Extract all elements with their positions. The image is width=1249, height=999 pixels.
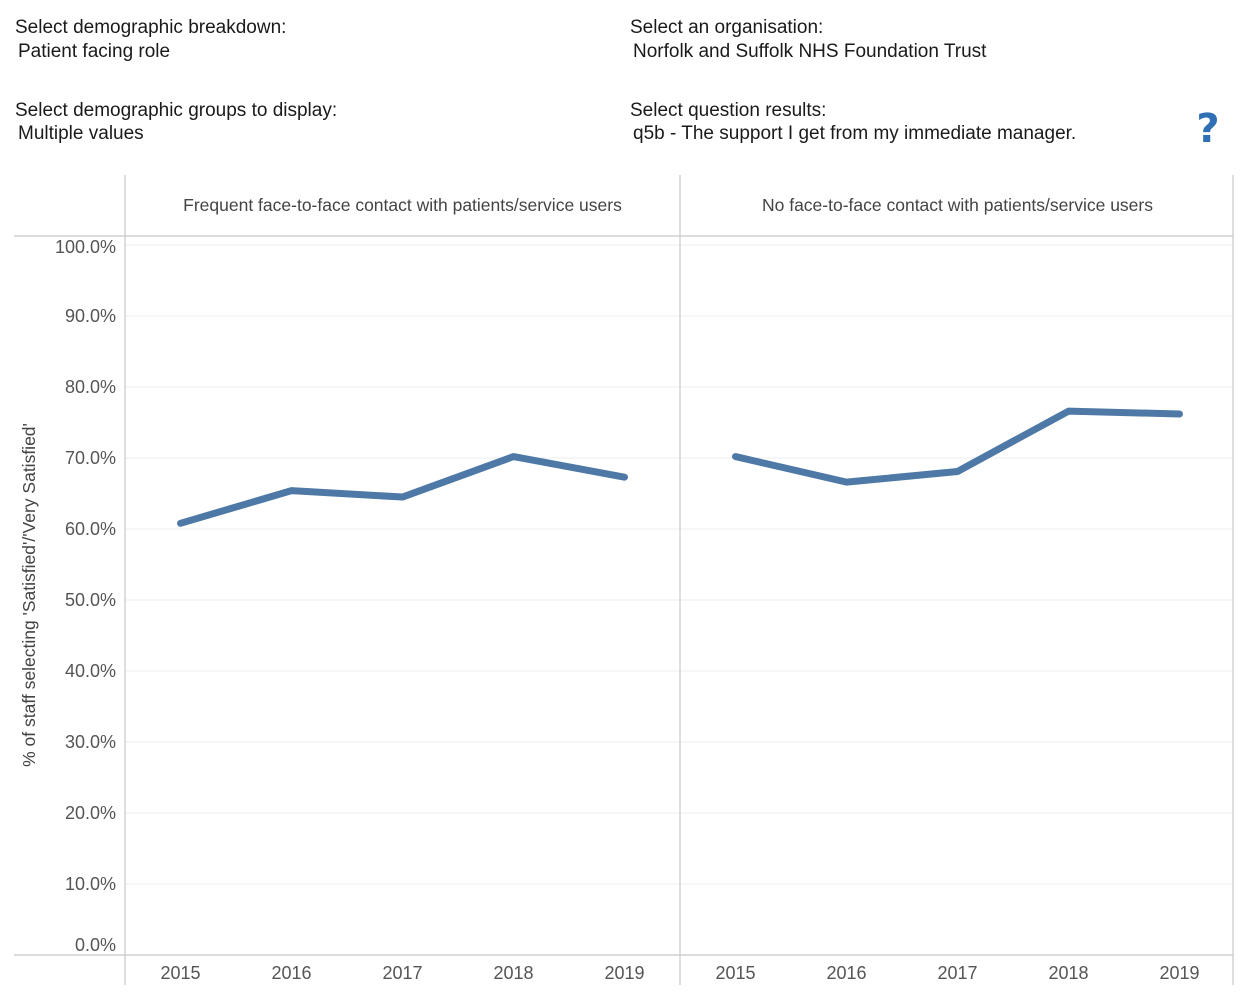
y-tick-label: 20.0%: [65, 803, 116, 823]
y-tick-label: 0.0%: [75, 935, 116, 955]
organisation-select[interactable]: Norfolk and Suffolk NHS Foundation Trust: [633, 41, 987, 62]
groups-select[interactable]: Multiple values: [18, 123, 144, 144]
y-tick-label: 70.0%: [65, 448, 116, 468]
y-tick-label: 80.0%: [65, 377, 116, 397]
x-tick-label: 2015: [715, 963, 755, 983]
y-tick-label: 60.0%: [65, 519, 116, 539]
x-tick-label: 2016: [826, 963, 866, 983]
groups-label: Select demographic groups to display:: [15, 100, 338, 121]
panel-header: Frequent face-to-face contact with patie…: [183, 195, 622, 215]
x-tick-label: 2016: [271, 963, 311, 983]
x-tick-label: 2019: [1159, 963, 1199, 983]
y-tick-label: 10.0%: [65, 874, 116, 894]
series-line: [732, 407, 1183, 486]
breakdown-label: Select demographic breakdown:: [15, 17, 287, 38]
x-tick-label: 2018: [493, 963, 533, 983]
x-tick-label: 2017: [937, 963, 977, 983]
y-tick-label: 40.0%: [65, 661, 116, 681]
organisation-label: Select an organisation:: [630, 17, 824, 38]
y-tick-label: 30.0%: [65, 732, 116, 752]
panel-header: No face-to-face contact with patients/se…: [762, 195, 1153, 215]
breakdown-select[interactable]: Patient facing role: [18, 41, 171, 62]
question-mark-icon[interactable]: ?: [1196, 106, 1220, 152]
question-label: Select question results:: [630, 100, 827, 121]
y-tick-label: 50.0%: [65, 590, 116, 610]
series-line: [177, 453, 628, 527]
x-tick-label: 2019: [604, 963, 644, 983]
x-tick-label: 2015: [160, 963, 200, 983]
y-tick-label: 100.0%: [55, 237, 116, 257]
x-tick-label: 2017: [382, 963, 422, 983]
y-tick-label: 90.0%: [65, 306, 116, 326]
y-axis-title: % of staff selecting 'Satisfied'/'Very S…: [19, 423, 39, 767]
question-select[interactable]: q5b - The support I get from my immediat…: [633, 123, 1077, 144]
x-tick-label: 2018: [1048, 963, 1088, 983]
